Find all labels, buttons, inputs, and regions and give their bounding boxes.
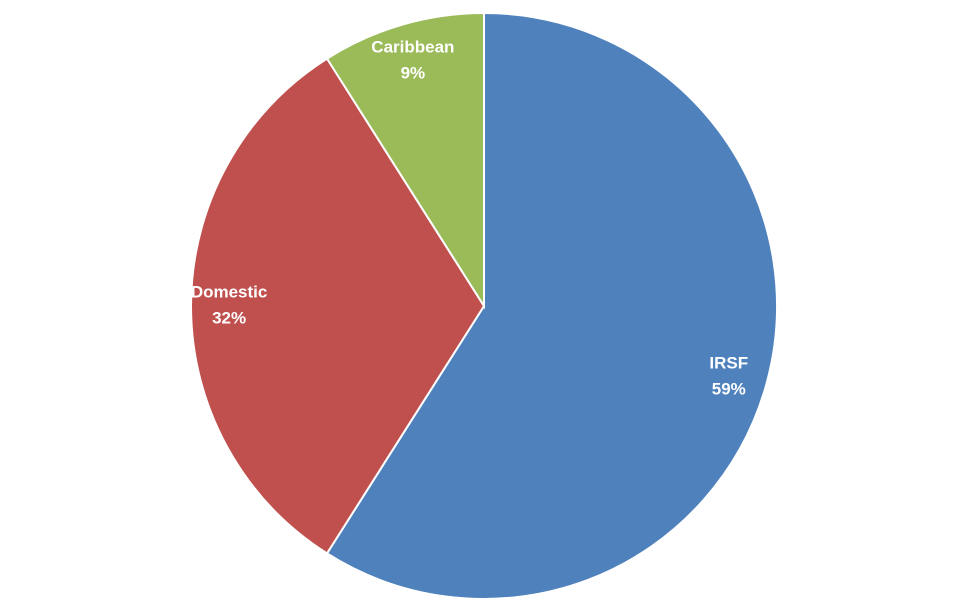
value-label: 32% xyxy=(212,308,246,327)
slice-label: Domestic xyxy=(191,282,268,301)
pie-slice xyxy=(190,57,486,555)
slice-label: IRSF xyxy=(709,354,748,373)
value-label: 9% xyxy=(401,64,426,83)
pie-slice xyxy=(325,11,485,310)
value-label: 59% xyxy=(712,380,746,399)
slice-label: Caribbean xyxy=(371,38,454,57)
pie-slice xyxy=(325,11,778,600)
